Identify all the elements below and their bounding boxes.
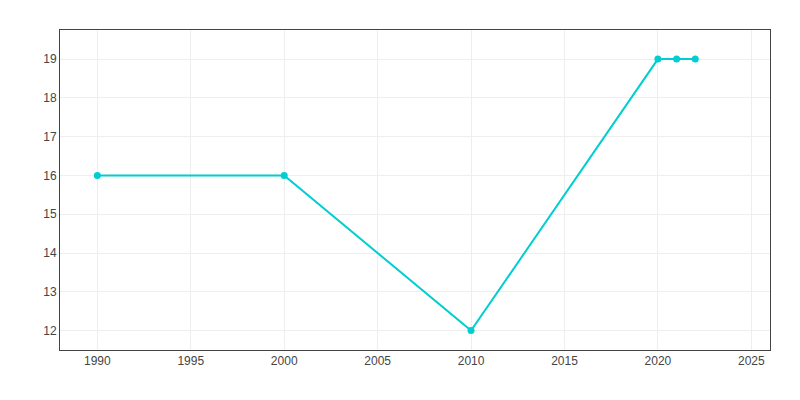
svg-text:12: 12 [43,324,57,338]
svg-text:2025: 2025 [738,354,765,368]
svg-text:1995: 1995 [177,354,204,368]
svg-text:13: 13 [43,285,57,299]
svg-text:2015: 2015 [551,354,578,368]
svg-text:15: 15 [43,207,57,221]
svg-text:16: 16 [43,169,57,183]
svg-text:2020: 2020 [645,354,672,368]
svg-text:2010: 2010 [458,354,485,368]
svg-text:1990: 1990 [84,354,111,368]
svg-text:17: 17 [43,130,57,144]
svg-text:14: 14 [43,246,57,260]
svg-text:18: 18 [43,91,57,105]
svg-text:19: 19 [43,52,57,66]
svg-text:2005: 2005 [364,354,391,368]
svg-text:2000: 2000 [271,354,298,368]
